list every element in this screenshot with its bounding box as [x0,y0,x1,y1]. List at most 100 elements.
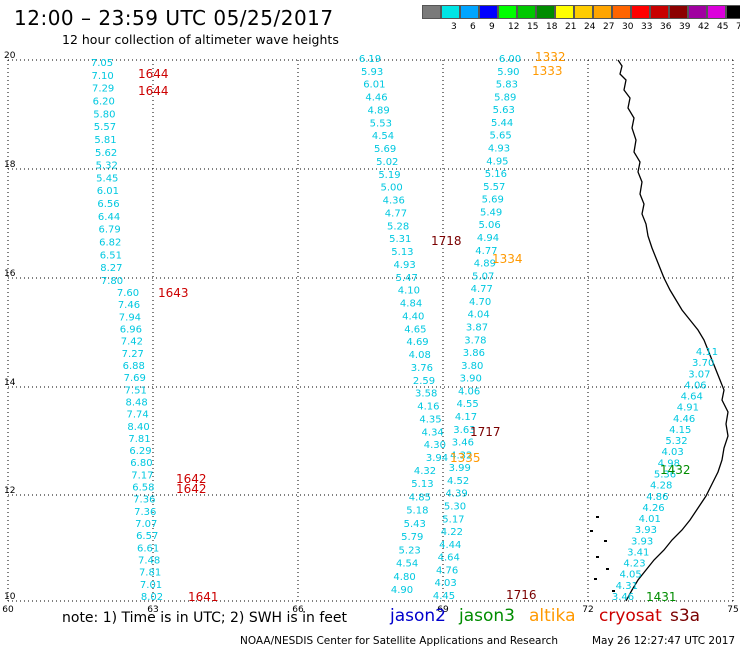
legend-label: 21 [565,22,577,32]
wave-height-value: 4.54 [396,559,418,570]
wave-height-value: 4.70 [469,297,491,308]
wave-height-value: 4.34 [422,427,444,438]
legend-swatch [707,5,726,19]
wave-height-value: 5.07 [472,271,494,282]
island-marker [596,516,599,518]
wave-height-value: 5.32 [96,161,118,172]
wave-height-value: 4.04 [467,310,489,321]
wave-height-value: 3.80 [461,361,483,372]
wave-height-value: 6.88 [123,361,145,372]
wave-height-value: 7.81 [139,568,161,579]
wave-height-value: 7.80 [101,276,123,287]
wave-height-value: 3.07 [688,369,710,380]
wave-height-value: 5.80 [93,109,115,120]
pass-id-label: 1644 [138,67,169,81]
wave-height-value: 5.43 [404,519,426,530]
wave-height-value: 4.94 [477,233,499,244]
wave-height-value: 7.07 [135,519,157,530]
wave-height-value: 3.46 [612,592,634,603]
wave-height-value: 3.63 [453,425,475,436]
wave-height-value: 5.13 [411,479,433,490]
legend-swatch [574,5,593,19]
legend-swatch [669,5,688,19]
generation-timestamp: May 26 12:27:47 UTC 2017 [592,635,736,647]
chart-title: 12:00 – 23:59 UTC 05/25/2017 [14,6,334,30]
legend-label: 39 [679,22,691,32]
wave-height-value: 5.93 [361,67,383,78]
wave-height-value: 4.64 [438,553,460,564]
island-marker [594,578,597,580]
wave-height-value: 3.99 [449,463,471,474]
wave-height-value: 4.84 [400,299,422,310]
pass-id-label: 1644 [138,84,169,98]
wave-height-value: 4.26 [642,503,664,514]
legend-label: 30 [622,22,634,32]
wave-height-value: 4.93 [488,144,510,155]
legend-label: 15 [527,22,539,32]
pass-id-label: 1717 [470,425,501,439]
wave-height-value: 5.79 [401,532,423,543]
wave-height-value: 4.35 [419,414,441,425]
legend-swatch [555,5,574,19]
legend-swatch [479,5,498,19]
wave-height-value: 4.93 [393,260,415,271]
wave-height-value: 7.60 [117,288,139,299]
pass-id-label: 1333 [532,64,563,78]
wave-height-value: 4.03 [434,578,456,589]
wave-height-value: 3.46 [452,438,474,449]
wave-height-value: 5.30 [444,502,466,513]
island-marker [596,556,599,558]
wave-height-value: 4.06 [684,380,706,391]
wave-height-value: 7.42 [121,337,143,348]
wave-height-value: 3.90 [460,374,482,385]
wave-height-value: 3.86 [463,348,485,359]
wave-height-value: 7.27 [122,349,144,360]
pass-id-label: 1334 [492,252,523,266]
latitude-tick-label: 16 [4,269,16,279]
wave-height-value: 5.19 [378,170,400,181]
wave-height-value: 4.95 [486,156,508,167]
wave-height-value: 4.52 [447,476,469,487]
wave-height-value: 6.20 [93,96,115,107]
longitude-tick-label: 75 [727,605,738,615]
island-marker [606,568,609,570]
latitude-tick-label: 10 [4,592,16,602]
wave-height-value: 3.78 [464,335,486,346]
wave-height-value: 4.69 [406,337,428,348]
wave-height-value: 4.45 [433,591,455,602]
wave-height-value: 4.22 [441,527,463,538]
wave-height-value: 3.41 [627,547,649,558]
wave-height-value: 5.89 [494,92,516,103]
wave-height-value: 4.80 [393,572,415,583]
legend-swatch [422,5,441,19]
pass-id-label: 1641 [188,590,219,604]
wave-height-value: 5.13 [391,247,413,258]
legend-label: 12 [508,22,520,32]
legend-swatch [498,5,517,19]
legend-swatch [536,5,555,19]
wave-height-value: 5.62 [95,148,117,159]
wave-height-value: 5.31 [389,234,411,245]
wave-height-value: 5.44 [491,118,513,129]
pass-id-label: 1642 [176,482,207,496]
wave-height-value: 5.69 [482,195,504,206]
island-marker [612,590,615,592]
wave-height-value: 5.53 [370,118,392,129]
wave-height-value: 3.93 [635,525,657,536]
wave-height-value: 5.81 [94,135,116,146]
wave-height-value: 4.89 [474,259,496,270]
wave-height-value: 6.29 [129,446,151,457]
wave-height-value: 2.59 [413,376,435,387]
wave-height-value: 4.46 [673,414,695,425]
wave-height-value: 4.90 [391,585,413,596]
wave-height-value: 7.94 [119,312,141,323]
pass-id-label: 1718 [431,234,462,248]
legend-label: 18 [546,22,558,32]
wave-height-value: 6.58 [132,483,154,494]
wave-height-value: 7.36 [134,507,156,518]
wave-height-value: 5.00 [380,183,402,194]
footer-note: note: 1) Time is in UTC; 2) SWH is in fe… [62,610,348,626]
wave-height-value: 5.69 [374,144,396,155]
legend-swatch [650,5,669,19]
longitude-tick-label: 69 [437,605,449,615]
